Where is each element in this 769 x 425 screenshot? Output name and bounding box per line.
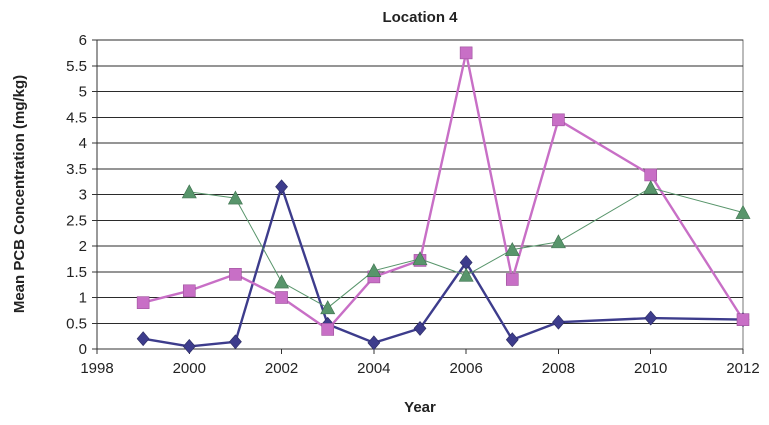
data-point-triangle — [412, 251, 428, 266]
data-point-diamond — [229, 334, 242, 350]
series-line — [142, 51, 745, 331]
data-point-square — [459, 46, 473, 60]
series-layer — [136, 46, 751, 354]
data-point-diamond — [505, 332, 519, 348]
gridlines — [97, 39, 743, 324]
x-tick-label: 2010 — [634, 360, 667, 377]
data-point-square — [182, 284, 196, 298]
data-point-square — [321, 323, 335, 336]
series-line — [142, 185, 744, 348]
data-point-diamond — [552, 314, 565, 330]
data-point-triangle — [735, 204, 751, 219]
x-tick-label: 1998 — [80, 360, 113, 377]
data-point-diamond — [275, 179, 288, 195]
y-tick-labels: 0 0.5 1 1.5 2 2.5 3 3.5 4 4.5 5 5.5 6 — [66, 32, 97, 358]
y-tick-label: 0.5 — [66, 315, 87, 332]
x-tick-label: 2000 — [173, 360, 206, 377]
y-tick-label: 5 — [79, 84, 87, 101]
data-point-square — [275, 291, 288, 304]
x-tick-label: 2012 — [726, 360, 759, 377]
data-point-triangle — [227, 190, 243, 205]
y-tick-label: 4.5 — [66, 109, 87, 126]
x-tick-label: 2004 — [357, 360, 390, 377]
series-2-triangle — [181, 180, 751, 315]
data-point-triangle — [550, 234, 566, 249]
data-point-diamond — [182, 338, 196, 354]
data-point-triangle — [320, 300, 336, 315]
x-tick-label: 2008 — [542, 360, 575, 377]
data-point-square — [136, 296, 150, 309]
y-tick-label: 4 — [79, 135, 87, 152]
data-point-triangle — [274, 274, 290, 289]
x-tick-labels: 1998 2000 2002 2004 2006 2008 2010 2012 — [80, 349, 760, 377]
data-point-triangle — [458, 267, 474, 282]
y-tick-label: 1 — [79, 290, 87, 307]
x-axis-label: Year — [404, 399, 436, 416]
data-point-diamond — [644, 310, 658, 326]
y-tick-label: 6 — [79, 32, 87, 49]
y-tick-label: 5.5 — [66, 58, 87, 75]
data-point-square — [552, 113, 565, 127]
y-tick-label: 3 — [79, 187, 87, 204]
data-point-triangle — [366, 263, 382, 278]
y-tick-label: 0 — [79, 341, 87, 358]
data-point-triangle — [181, 184, 197, 199]
y-axis-label: Mean PCB Concentration (mg/kg) — [11, 75, 28, 313]
y-tick-label: 2.5 — [66, 212, 87, 229]
y-tick-label: 1.5 — [66, 264, 87, 281]
x-tick-label: 2006 — [449, 360, 482, 377]
data-point-triangle — [504, 241, 520, 256]
y-tick-label: 2 — [79, 238, 87, 255]
y-tick-label: 3.5 — [66, 161, 87, 178]
data-point-diamond — [413, 320, 427, 336]
data-point-diamond — [136, 331, 150, 347]
data-point-square — [736, 313, 750, 326]
data-point-square — [229, 268, 242, 281]
data-point-triangle — [643, 180, 659, 195]
chart-title: Location 4 — [382, 9, 458, 26]
data-point-square — [644, 168, 658, 182]
x-tick-label: 2002 — [265, 360, 298, 377]
data-point-diamond — [367, 335, 381, 351]
data-point-square — [505, 273, 519, 286]
